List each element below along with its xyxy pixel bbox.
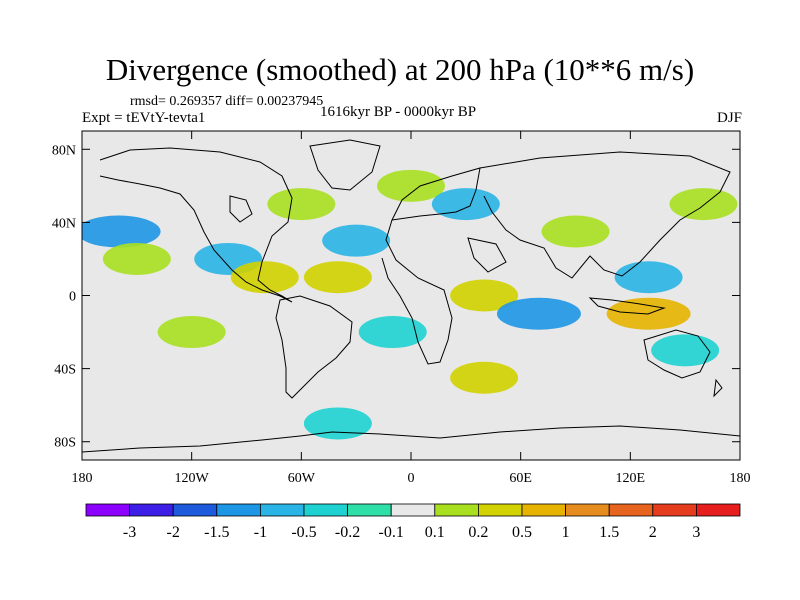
color-legend: -3 -2 -1.5 -1 -0.5 -0.2 -0.1 0.1 0.2 0.5 1 1.5 2 3 xyxy=(85,503,741,541)
field-feature xyxy=(303,407,372,440)
legend-label: -0.2 xyxy=(335,524,360,541)
period-label: 1616kyr BP - 0000kyr BP xyxy=(320,104,477,120)
lon-tick-label: 0 xyxy=(408,471,415,486)
legend-label: 2 xyxy=(649,524,657,541)
map-title: Divergence (smoothed) at 200 hPa (10**6 … xyxy=(105,52,695,87)
lon-tick-label: 120E xyxy=(616,471,646,486)
field-feature xyxy=(358,316,427,349)
field-feature xyxy=(614,261,683,294)
legend-label: 0.5 xyxy=(512,524,532,541)
field-feature xyxy=(450,361,519,394)
legend-label: -2 xyxy=(167,524,180,541)
field-feature xyxy=(102,242,171,275)
lat-tick-label: 80S xyxy=(54,436,76,451)
lon-tick-label: 60W xyxy=(288,471,316,486)
legend-swatch xyxy=(129,503,174,517)
legend-swatch xyxy=(608,503,654,517)
lon-tick-label: 120W xyxy=(175,471,210,486)
legend-swatch xyxy=(172,503,218,517)
field-feature xyxy=(496,297,581,330)
legend-swatch xyxy=(565,503,610,517)
legend-label: -1.5 xyxy=(204,524,229,541)
season-label: DJF xyxy=(716,110,742,126)
field-feature xyxy=(431,188,500,221)
lon-tick-label: 60E xyxy=(509,471,532,486)
legend-label: 0.1 xyxy=(425,524,445,541)
field-feature xyxy=(322,224,391,257)
field-feature xyxy=(157,316,226,349)
legend-swatch xyxy=(521,503,566,517)
legend-label: 3 xyxy=(692,524,700,541)
legend-swatch xyxy=(390,503,436,517)
legend-label: 1.5 xyxy=(599,524,619,541)
divergence-field xyxy=(82,131,740,460)
legend-label: -3 xyxy=(123,524,136,541)
legend-label: 0.2 xyxy=(468,524,488,541)
lon-tick-label: 180 xyxy=(72,471,93,486)
lon-tick-label: 180 xyxy=(730,471,751,486)
lat-tick-label: 80N xyxy=(52,143,76,158)
axis-ticks: 80N 40N 0 40S 80S 180 120W 60W 0 60E 120E 180 xyxy=(52,131,751,486)
legend-swatch xyxy=(434,503,479,517)
legend-label: -0.1 xyxy=(379,524,404,541)
coastlines xyxy=(82,139,740,453)
field-feature xyxy=(669,188,738,221)
field-feature xyxy=(82,215,161,248)
field-feature xyxy=(267,188,336,221)
legend-label: -0.5 xyxy=(291,524,316,541)
rmsd-diff-stats: rmsd= 0.269357 diff= 0.00237945 xyxy=(130,94,324,109)
lat-tick-label: 0 xyxy=(69,290,76,305)
legend-swatch xyxy=(652,503,697,517)
field-feature xyxy=(303,261,372,294)
legend-swatch xyxy=(477,503,523,517)
lat-tick-label: 40S xyxy=(54,363,76,378)
legend-label: 1 xyxy=(562,524,570,541)
legend-swatch xyxy=(85,503,130,517)
experiment-label: Expt = tEVtY-tevta1 xyxy=(82,110,206,126)
legend-swatch xyxy=(347,503,392,517)
field-feature xyxy=(450,279,519,312)
field-feature xyxy=(230,261,299,294)
legend-swatch xyxy=(303,503,348,517)
field-feature xyxy=(377,169,445,202)
legend-swatch xyxy=(216,503,261,517)
legend-label: -1 xyxy=(254,524,267,541)
legend-swatch xyxy=(696,503,741,517)
lat-tick-label: 40N xyxy=(52,216,76,231)
legend-swatch xyxy=(259,503,305,517)
field-feature xyxy=(541,215,610,248)
